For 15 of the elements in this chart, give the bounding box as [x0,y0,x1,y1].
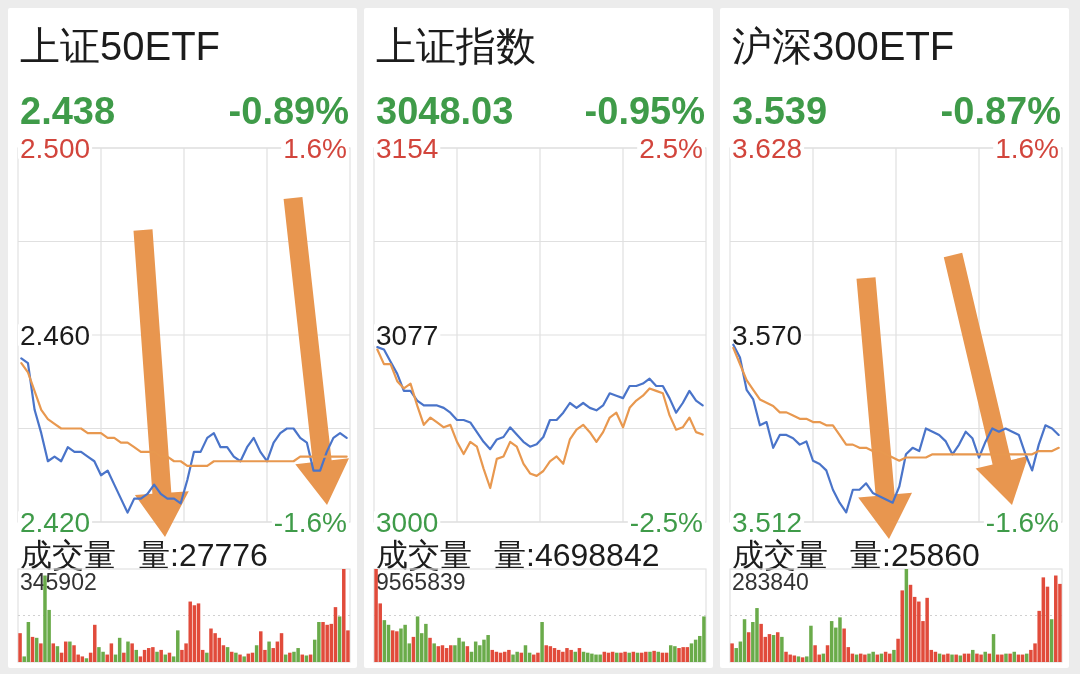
annotation: 3048.03 [376,90,514,132]
title: 成交量 [20,537,116,573]
annotation: 3.539 [732,90,828,132]
title: 上证指数 [376,24,536,68]
annotation: -0.89% [228,90,349,132]
title: 成交量 [732,537,828,573]
annotation: 量:27776 [138,537,268,573]
annotation: 量:4698842 [494,537,660,573]
title: 沪深300ETF [732,24,955,68]
title: 成交量 [376,537,472,573]
annotation: 量:25860 [850,537,980,573]
annotation: 2.438 [20,90,116,132]
title: 上证50ETF [20,24,221,68]
annotation: -0.87% [940,90,1061,132]
annotation: -0.95% [584,90,705,132]
